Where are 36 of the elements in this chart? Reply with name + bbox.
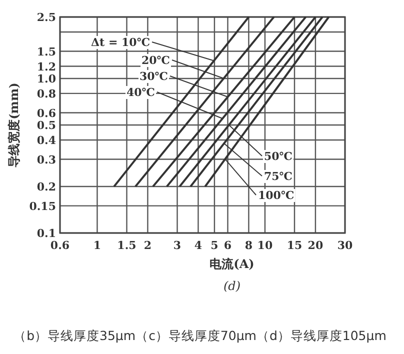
x-tick-label: 1 — [93, 239, 102, 252]
annotation: 30℃ — [140, 70, 168, 83]
y-tick-label: 0.5 — [36, 119, 56, 132]
y-tick-label: 0.6 — [36, 106, 56, 120]
x-tick-label: 4 — [194, 239, 202, 252]
y-tick-label: 1.0 — [36, 72, 56, 86]
annotation: 75℃ — [264, 170, 292, 183]
x-tick-label: 3 — [173, 239, 182, 252]
x-tick-label: 30 — [337, 239, 353, 252]
y-tick-label: 1.5 — [36, 45, 56, 58]
y-tick-label: 0.4 — [36, 134, 56, 147]
y-tick-label: 2.5 — [36, 11, 56, 24]
x-tick-label: 0.6 — [50, 239, 70, 252]
annotation: 50℃ — [264, 150, 292, 163]
x-tick-label: 10 — [257, 239, 273, 252]
x-axis-title: 电流(A) — [210, 257, 254, 271]
annotation: 100℃ — [258, 189, 294, 202]
annotation: Δt = 10℃ — [91, 36, 150, 49]
annotation: 20℃ — [142, 54, 170, 67]
x-tick-label: 6 — [224, 239, 232, 252]
y-tick-label: 0.2 — [36, 180, 56, 194]
x-tick-label: 20 — [308, 239, 324, 252]
y-tick-label: 0.15 — [29, 200, 56, 213]
x-tick-label: 5 — [210, 239, 218, 252]
x-tick-label: 15 — [286, 239, 302, 252]
y-axis-title: 导线宽度(mm) — [7, 82, 21, 168]
x-tick-label: 1.5 — [117, 239, 136, 252]
y-tick-label: 0.3 — [36, 153, 56, 166]
y-tick-label: 1.2 — [36, 60, 56, 74]
y-tick-label: 0.8 — [36, 87, 56, 100]
x-tick-label: 2 — [144, 239, 152, 252]
text: (d) — [223, 279, 241, 293]
y-tick-label: 0.1 — [36, 227, 56, 240]
x-tick-label: 8 — [244, 239, 253, 252]
annotation: 40℃ — [126, 86, 155, 99]
text: （b）导线厚度35μm（c）导线厚度70μm（d）导线厚度105μm — [14, 328, 386, 343]
